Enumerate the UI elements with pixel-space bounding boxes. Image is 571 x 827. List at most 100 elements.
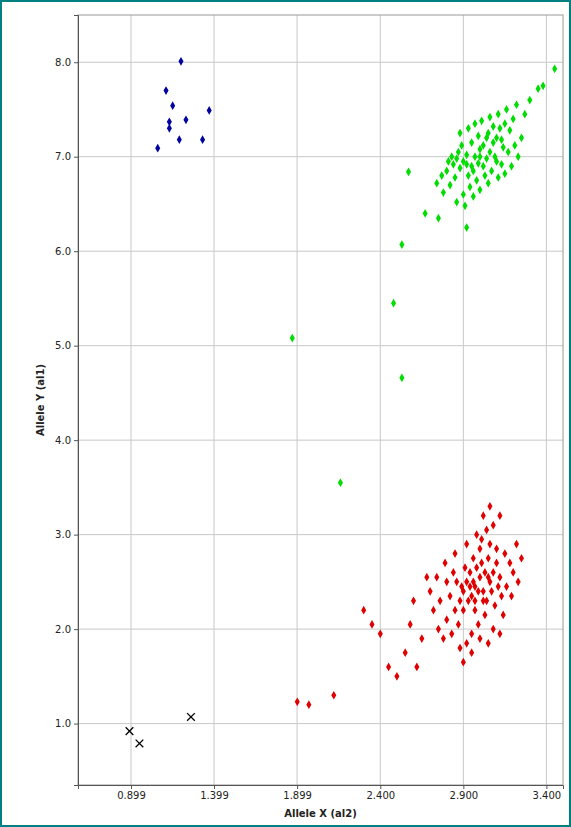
point	[155, 144, 160, 153]
point	[399, 373, 404, 382]
point	[519, 554, 524, 563]
point	[494, 559, 499, 568]
point	[491, 122, 496, 131]
point	[474, 176, 479, 185]
point	[399, 240, 404, 249]
tick-mark	[131, 785, 132, 789]
point	[492, 601, 497, 610]
point	[514, 540, 519, 549]
point	[464, 150, 469, 159]
point	[446, 157, 451, 166]
grid-line	[546, 15, 547, 785]
point	[177, 135, 182, 144]
point	[477, 544, 482, 553]
points	[126, 57, 558, 747]
point	[338, 478, 343, 487]
point	[290, 334, 295, 343]
point	[378, 629, 383, 638]
point	[464, 639, 469, 648]
grid-line	[78, 534, 563, 535]
tick: 1.899	[283, 785, 312, 801]
chart: 0.8991.3991.8992.4002.9003.4001.02.03.04…	[0, 0, 571, 827]
grid-line	[297, 15, 298, 785]
grid	[78, 15, 563, 785]
point	[467, 568, 472, 577]
point	[481, 596, 486, 605]
point	[476, 587, 481, 596]
point	[484, 154, 489, 163]
point	[487, 502, 492, 511]
tick-mark	[297, 785, 298, 789]
point	[306, 700, 311, 709]
tick-mark	[74, 62, 78, 63]
point	[436, 625, 441, 634]
point	[491, 138, 496, 147]
tick: 4.0	[55, 435, 78, 446]
point	[492, 152, 497, 161]
point	[491, 568, 496, 577]
point	[406, 167, 411, 176]
point	[502, 549, 507, 558]
point	[453, 606, 458, 615]
point	[443, 559, 448, 568]
point	[486, 179, 491, 188]
x-axis-title: Allele X (al2)	[284, 808, 357, 819]
point	[467, 183, 472, 192]
point	[431, 606, 436, 615]
grid-line	[78, 156, 563, 157]
point	[462, 563, 467, 572]
point	[444, 167, 449, 176]
point	[477, 185, 482, 194]
point	[472, 119, 477, 128]
point	[506, 148, 511, 157]
tick: 3.0	[55, 529, 78, 540]
point	[469, 138, 474, 147]
tick-label: 5.0	[55, 340, 71, 351]
tick-mark	[74, 535, 78, 536]
point	[479, 559, 484, 568]
point	[507, 559, 512, 568]
point	[438, 596, 443, 605]
point	[494, 133, 499, 142]
tick: 2.0	[55, 624, 78, 635]
point	[502, 169, 507, 178]
grid-line	[78, 723, 563, 724]
tick: 2.900	[450, 785, 479, 801]
point	[469, 629, 474, 638]
point	[461, 190, 466, 199]
point	[504, 105, 509, 114]
point	[466, 171, 471, 180]
point	[331, 691, 336, 700]
point	[461, 658, 466, 667]
point	[183, 116, 188, 125]
point	[466, 124, 471, 133]
point	[436, 214, 441, 223]
point	[511, 115, 516, 124]
point	[126, 727, 134, 735]
tick-label: 8.0	[55, 57, 71, 68]
point	[501, 611, 506, 620]
point	[496, 110, 501, 119]
point	[552, 64, 557, 73]
point	[497, 124, 502, 133]
point	[464, 540, 469, 549]
point	[456, 620, 461, 629]
tick-mark	[546, 785, 547, 789]
point	[481, 162, 486, 171]
tick-mark	[380, 785, 381, 789]
point	[170, 101, 175, 110]
point	[467, 582, 472, 591]
point	[501, 143, 506, 152]
point	[164, 86, 169, 95]
point	[441, 188, 446, 197]
point	[496, 173, 501, 182]
point	[482, 568, 487, 577]
axis-line	[74, 16, 79, 786]
tick: 1.399	[200, 785, 229, 801]
point	[484, 133, 489, 142]
point	[484, 526, 489, 535]
point	[444, 578, 449, 587]
series	[126, 713, 195, 747]
point	[451, 568, 456, 577]
tick-mark	[463, 785, 464, 789]
